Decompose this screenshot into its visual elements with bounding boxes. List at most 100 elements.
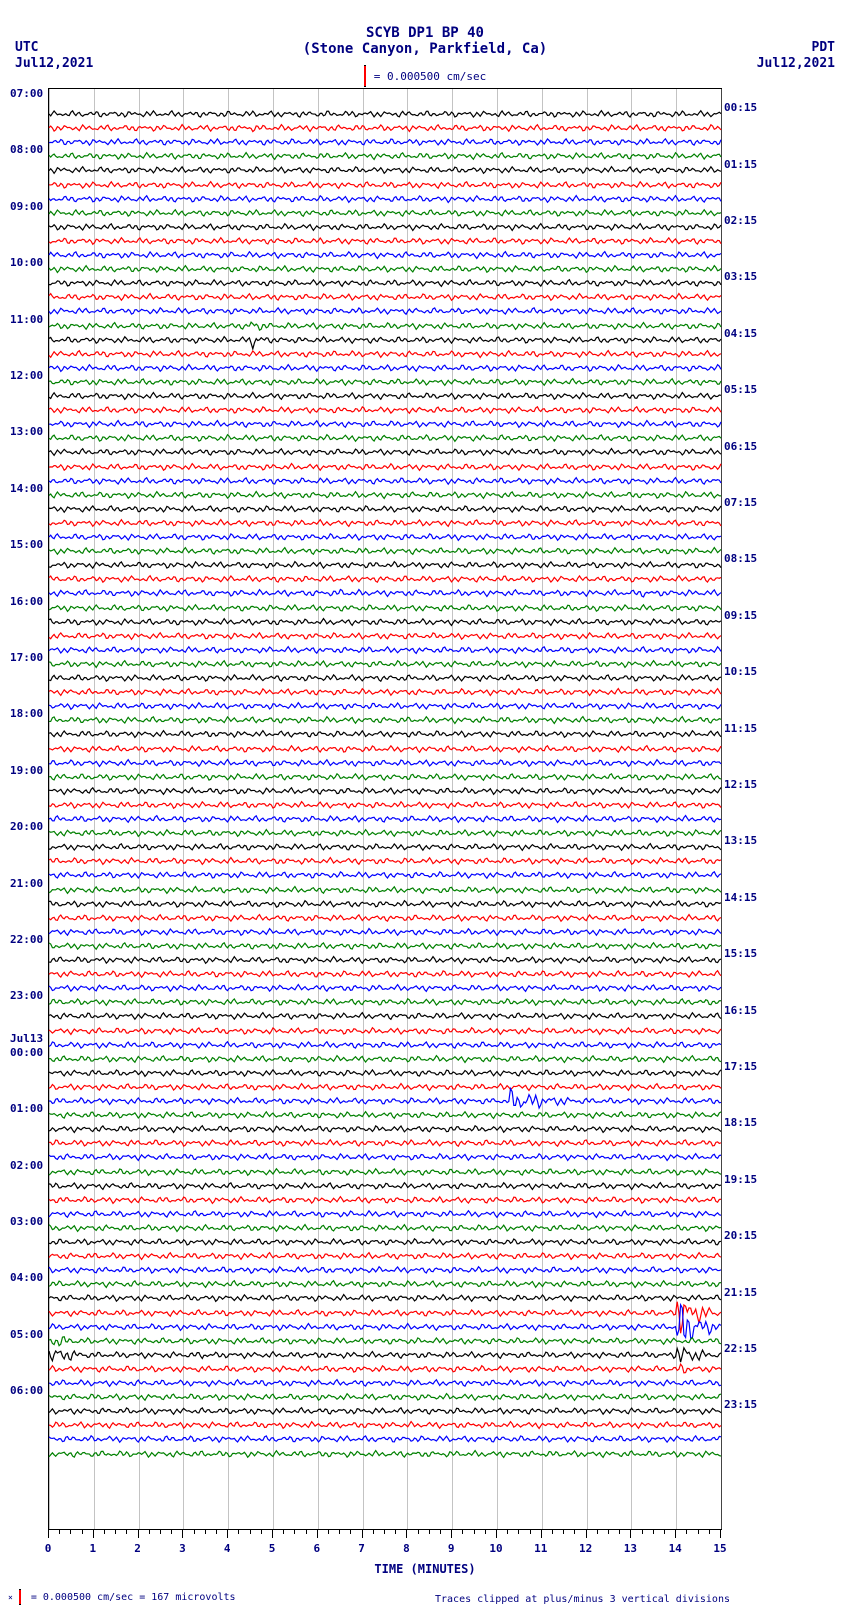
x-tick: [48, 1530, 49, 1538]
left-time-label: 06:00: [10, 1384, 43, 1397]
x-minor-tick: [306, 1530, 307, 1534]
x-minor-tick: [418, 1530, 419, 1534]
x-minor-tick: [261, 1530, 262, 1534]
footer-left-text: = 0.000500 cm/sec = 167 microvolts: [31, 1592, 236, 1603]
x-tick-label: 2: [134, 1542, 141, 1555]
plot-area: [48, 88, 722, 1530]
left-time-label: 08:00: [10, 143, 43, 156]
x-tick: [272, 1530, 273, 1538]
x-tick-label: 8: [403, 1542, 410, 1555]
x-axis-label: TIME (MINUTES): [0, 1562, 850, 1576]
x-minor-tick: [294, 1530, 295, 1534]
footer-right-text: Traces clipped at plus/minus 3 vertical …: [435, 1594, 730, 1605]
right-time-label: 15:15: [724, 947, 757, 960]
x-minor-tick: [104, 1530, 105, 1534]
scale-bar-icon: [19, 1589, 21, 1605]
left-time-label: 14:00: [10, 482, 43, 495]
station-title: SCYB DP1 BP 40: [0, 25, 850, 41]
right-time-label: 06:15: [724, 440, 757, 453]
left-time-label: 16:00: [10, 595, 43, 608]
x-minor-tick: [485, 1530, 486, 1534]
right-time-label: 19:15: [724, 1173, 757, 1186]
x-minor-tick: [552, 1530, 553, 1534]
x-minor-tick: [70, 1530, 71, 1534]
x-tick: [496, 1530, 497, 1538]
x-minor-tick: [664, 1530, 665, 1534]
x-minor-tick: [126, 1530, 127, 1534]
x-tick-label: 3: [179, 1542, 186, 1555]
x-minor-tick: [149, 1530, 150, 1534]
right-time-label: 21:15: [724, 1286, 757, 1299]
x-minor-tick: [171, 1530, 172, 1534]
left-time-label: 23:00: [10, 989, 43, 1002]
header: SCYB DP1 BP 40 (Stone Canyon, Parkfield,…: [0, 25, 850, 87]
x-tick: [451, 1530, 452, 1538]
x-tick: [317, 1530, 318, 1538]
left-time-label: 22:00: [10, 933, 43, 946]
x-minor-tick: [642, 1530, 643, 1534]
x-tick-label: 10: [489, 1542, 502, 1555]
x-minor-tick: [328, 1530, 329, 1534]
x-tick-label: 0: [45, 1542, 52, 1555]
right-time-label: 04:15: [724, 327, 757, 340]
right-time-label: 05:15: [724, 383, 757, 396]
x-minor-tick: [59, 1530, 60, 1534]
right-time-label: 12:15: [724, 778, 757, 791]
x-minor-tick: [160, 1530, 161, 1534]
x-tick: [630, 1530, 631, 1538]
left-time-label: 09:00: [10, 200, 43, 213]
x-minor-tick: [205, 1530, 206, 1534]
x-tick-label: 13: [624, 1542, 637, 1555]
x-minor-tick: [474, 1530, 475, 1534]
left-date: Jul12,2021: [15, 56, 93, 71]
x-tick-label: 4: [224, 1542, 231, 1555]
x-tick-label: 6: [313, 1542, 320, 1555]
x-tick: [541, 1530, 542, 1538]
x-tick: [362, 1530, 363, 1538]
right-time-label: 00:15: [724, 101, 757, 114]
x-tick: [406, 1530, 407, 1538]
x-tick: [227, 1530, 228, 1538]
x-minor-tick: [238, 1530, 239, 1534]
right-time-label: 14:15: [724, 891, 757, 904]
left-time-label: 03:00: [10, 1215, 43, 1228]
x-tick: [720, 1530, 721, 1538]
x-minor-tick: [429, 1530, 430, 1534]
x-tick-label: 15: [713, 1542, 726, 1555]
right-time-label: 16:15: [724, 1004, 757, 1017]
x-tick: [182, 1530, 183, 1538]
left-time-label: 20:00: [10, 820, 43, 833]
right-time-label: 17:15: [724, 1060, 757, 1073]
scale-text: = 0.000500 cm/sec: [374, 70, 487, 83]
left-time-label: 11:00: [10, 313, 43, 326]
x-tick-label: 1: [89, 1542, 96, 1555]
x-tick-label: 11: [534, 1542, 547, 1555]
right-timezone: PDT: [812, 40, 835, 55]
right-time-label: 23:15: [724, 1398, 757, 1411]
left-time-label: 12:00: [10, 369, 43, 382]
footer-left: × = 0.000500 cm/sec = 167 microvolts: [8, 1589, 236, 1605]
right-time-label: 20:15: [724, 1229, 757, 1242]
x-tick: [93, 1530, 94, 1538]
right-time-label: 13:15: [724, 834, 757, 847]
right-time-label: 09:15: [724, 609, 757, 622]
left-time-label: 13:00: [10, 425, 43, 438]
trace-row: [49, 1434, 721, 1474]
x-tick-label: 14: [669, 1542, 682, 1555]
right-time-label: 07:15: [724, 496, 757, 509]
station-subtitle: (Stone Canyon, Parkfield, Ca): [0, 41, 850, 57]
x-minor-tick: [462, 1530, 463, 1534]
right-time-label: 22:15: [724, 1342, 757, 1355]
left-time-label: 04:00: [10, 1271, 43, 1284]
x-minor-tick: [440, 1530, 441, 1534]
left-time-label: 00:00: [10, 1046, 43, 1059]
left-time-label: 21:00: [10, 877, 43, 890]
x-tick-label: 7: [358, 1542, 365, 1555]
x-tick: [586, 1530, 587, 1538]
date-marker: Jul13: [10, 1032, 43, 1045]
left-time-label: 10:00: [10, 256, 43, 269]
left-time-label: 01:00: [10, 1102, 43, 1115]
x-minor-tick: [563, 1530, 564, 1534]
x-minor-tick: [608, 1530, 609, 1534]
x-minor-tick: [619, 1530, 620, 1534]
